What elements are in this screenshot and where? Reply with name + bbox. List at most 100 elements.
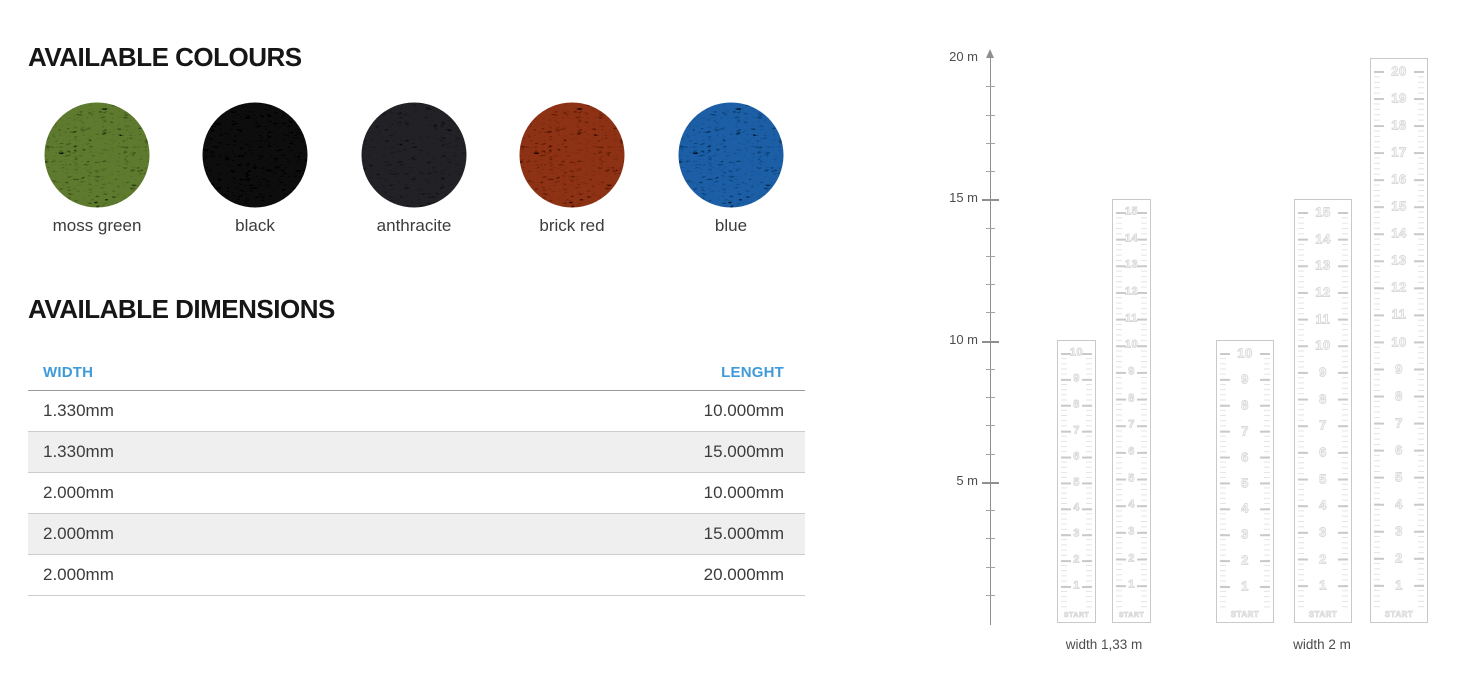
axis-minor-tick xyxy=(986,594,995,596)
ruler-number: 8 xyxy=(1395,388,1403,404)
width-value: 1.330mm xyxy=(43,442,114,461)
ruler-tick-column xyxy=(1414,71,1424,610)
ruler-number: 1 xyxy=(1073,579,1080,592)
ruler-number: 14 xyxy=(1315,231,1331,247)
ruler-number: 10 xyxy=(1124,338,1139,351)
ruler-number: 6 xyxy=(1319,444,1327,460)
ruler-number: 1 xyxy=(1319,577,1327,593)
ruler-number: 13 xyxy=(1315,257,1331,273)
axis-minor-tick xyxy=(986,453,995,455)
turf-texture-image xyxy=(202,102,308,208)
turf-texture-image xyxy=(519,102,625,208)
turf-texture-image xyxy=(678,102,784,208)
ruler-start-label: START xyxy=(1063,612,1090,620)
turf-texture-image xyxy=(44,102,150,208)
ruler-number: 12 xyxy=(1315,284,1331,300)
axis-tick-label: 10 m xyxy=(949,331,978,347)
ruler-tick-column xyxy=(1338,212,1348,610)
ruler-number: 7 xyxy=(1395,415,1403,431)
ruler-number: 4 xyxy=(1241,500,1249,516)
column-header-width: WIDTH xyxy=(28,360,417,391)
ruler-tick-column xyxy=(1298,212,1308,610)
ruler-bar: 20 19 18 17 16 15 14 13 12 11 10 9 8 7 6 5 4 3 2 1 START xyxy=(1370,58,1428,623)
ruler-bar: 15 14 13 12 11 10 9 8 7 6 5 4 3 2 1 START xyxy=(1294,199,1352,623)
axis-tick-label: 15 m xyxy=(949,190,978,206)
ruler-number: 8 xyxy=(1241,397,1249,413)
ruler-start-label: START xyxy=(1230,610,1260,619)
colour-swatch-label: brick red xyxy=(539,216,605,235)
colours-heading: AVAILABLE COLOURS xyxy=(28,42,302,72)
colour-swatch-moss-green: moss green xyxy=(44,102,150,235)
ruler-number: 15 xyxy=(1315,204,1331,220)
ruler-number: 11 xyxy=(1125,312,1138,325)
ruler-number: 8 xyxy=(1128,392,1135,405)
colour-swatch-blue: blue xyxy=(678,102,784,235)
ruler-number: 3 xyxy=(1128,525,1135,538)
ruler-tick-column xyxy=(1374,71,1384,610)
ruler-number: 6 xyxy=(1395,442,1403,458)
ruler-number: 9 xyxy=(1395,361,1403,377)
ruler-number: 2 xyxy=(1073,553,1080,566)
axis-tick-label: 20 m xyxy=(949,49,978,64)
ruler-number: 14 xyxy=(1391,225,1407,241)
ruler-bar: 15 14 13 12 11 10 9 8 7 6 5 4 3 2 1 START xyxy=(1112,199,1151,623)
length-value: 15.000mm xyxy=(703,524,784,543)
ruler-number: 1 xyxy=(1395,577,1403,593)
group-label-width-133: width 1,33 m xyxy=(1065,637,1143,652)
table-row: 1.330mm 15.000mm xyxy=(28,431,805,473)
colour-swatch-anthracite: anthracite xyxy=(361,102,467,235)
ruler-number: 9 xyxy=(1319,364,1327,380)
ruler-bar: 10 9 8 7 6 5 4 3 2 1 START xyxy=(1216,340,1274,623)
table-row: 2.000mm 20.000mm xyxy=(28,555,805,596)
ruler-number: 15 xyxy=(1124,205,1139,218)
axis-minor-tick xyxy=(986,227,995,229)
ruler-tick-column xyxy=(1260,353,1270,610)
ruler-number: 8 xyxy=(1319,391,1327,407)
group-label-width-2: width 2 m xyxy=(1293,637,1351,652)
colour-swatch-label: blue xyxy=(714,216,748,235)
axis-minor-tick xyxy=(986,171,995,172)
ruler-number: 6 xyxy=(1241,449,1249,465)
ruler-number: 11 xyxy=(1391,306,1407,322)
ruler-number: 2 xyxy=(1241,552,1249,568)
ruler-number: 4 xyxy=(1319,497,1327,513)
ruler-number: 7 xyxy=(1241,423,1249,439)
ruler-number: 2 xyxy=(1128,552,1135,565)
ruler-number: 13 xyxy=(1391,252,1407,268)
table-row: 1.330mm 10.000mm xyxy=(28,391,805,432)
axis-major-tick xyxy=(982,199,999,202)
ruler-number: 20 xyxy=(1391,63,1407,79)
axis-minor-tick xyxy=(986,397,995,398)
ruler-bar: 10 9 8 7 6 5 4 3 2 1 START xyxy=(1057,340,1096,623)
ruler-number: 10 xyxy=(1069,346,1084,359)
ruler-tick-column xyxy=(1061,353,1071,610)
turf-texture-image xyxy=(361,102,467,208)
ruler-number: 5 xyxy=(1128,472,1135,485)
ruler-number: 7 xyxy=(1128,418,1135,431)
ruler-number: 2 xyxy=(1395,550,1403,566)
column-header-lenght: LENGHT xyxy=(416,360,805,391)
ruler-number: 12 xyxy=(1391,279,1407,295)
axis-tick-label: 5 m xyxy=(956,472,978,488)
ruler-number: 4 xyxy=(1128,498,1135,511)
ruler-number: 9 xyxy=(1073,372,1080,385)
ruler-number: 4 xyxy=(1073,501,1080,514)
axis-major-tick xyxy=(982,481,999,484)
axis-minor-tick xyxy=(986,86,995,88)
ruler-number: 3 xyxy=(1073,527,1080,540)
length-value: 10.000mm xyxy=(703,401,784,420)
length-value: 10.000mm xyxy=(703,483,784,502)
table-row: 2.000mm 10.000mm xyxy=(28,473,805,514)
ruler-number: 5 xyxy=(1319,471,1327,487)
ruler-number: 18 xyxy=(1391,117,1407,133)
ruler-number: 6 xyxy=(1073,450,1080,463)
ruler-number: 5 xyxy=(1241,475,1249,490)
axis-minor-tick xyxy=(986,538,995,540)
y-axis-arrow-icon xyxy=(986,49,994,58)
ruler-tick-column xyxy=(1137,212,1147,610)
ruler-tick-column xyxy=(1220,353,1230,610)
colour-swatch-label: moss green xyxy=(52,216,142,235)
ruler-number: 4 xyxy=(1395,496,1403,512)
ruler-number: 12 xyxy=(1124,285,1139,298)
ruler-number: 15 xyxy=(1391,198,1407,214)
